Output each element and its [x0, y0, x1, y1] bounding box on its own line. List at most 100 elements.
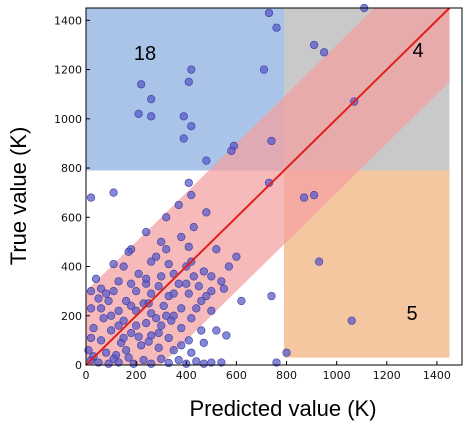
- data-point-41: [147, 257, 156, 266]
- data-point-80: [99, 314, 108, 323]
- data-point-45: [134, 269, 143, 279]
- data-point-8: [259, 65, 269, 74]
- data-point-26: [299, 193, 309, 202]
- data-point-129: [207, 306, 216, 315]
- data-point-51: [114, 277, 123, 286]
- data-point-25: [310, 191, 319, 200]
- data-point-12: [179, 112, 188, 121]
- data-point-75: [114, 306, 123, 315]
- data-point-5: [187, 65, 196, 74]
- data-point-134: [101, 289, 111, 298]
- data-point-139: [127, 301, 136, 311]
- data-point-87: [347, 316, 356, 325]
- data-point-144: [106, 311, 116, 320]
- plot-frame: [85, 7, 463, 366]
- x-tick-label-5: 1000: [323, 369, 351, 382]
- data-points: [84, 3, 369, 368]
- data-point-21: [184, 178, 193, 187]
- data-point-13: [187, 122, 196, 131]
- data-point-100: [169, 346, 178, 355]
- data-point-143: [177, 341, 186, 350]
- identity-line: [85, 7, 451, 366]
- plot-border: [85, 7, 463, 366]
- data-point-56: [194, 282, 203, 291]
- data-point-125: [122, 346, 131, 355]
- data-point-44: [199, 267, 208, 276]
- data-point-109: [174, 355, 183, 365]
- data-point-14: [179, 134, 188, 143]
- data-point-146: [182, 279, 191, 288]
- data-point-31: [189, 223, 198, 232]
- data-point-141: [114, 321, 123, 330]
- data-point-32: [177, 232, 186, 242]
- data-point-124: [109, 354, 118, 363]
- data-point-81: [119, 316, 128, 325]
- data-point-23: [109, 188, 118, 197]
- data-point-153: [86, 287, 96, 296]
- data-point-39: [152, 252, 161, 261]
- data-point-27: [174, 200, 183, 210]
- data-point-66: [104, 296, 113, 306]
- data-point-119: [164, 358, 173, 368]
- data-point-147: [207, 287, 216, 296]
- data-point-48: [189, 272, 198, 281]
- data-point-58: [96, 284, 106, 293]
- data-point-64: [202, 291, 211, 301]
- x-tick-label-4: 800: [276, 369, 297, 382]
- data-point-9: [147, 94, 156, 104]
- data-point-83: [157, 321, 166, 330]
- lower-right-count: 5: [406, 303, 417, 325]
- data-point-92: [164, 333, 173, 343]
- upper-left-count: 18: [134, 43, 156, 65]
- data-point-57: [219, 284, 228, 293]
- data-point-74: [86, 304, 96, 313]
- data-point-128: [162, 311, 171, 320]
- data-point-60: [132, 287, 141, 296]
- data-point-133: [119, 262, 128, 271]
- x-tick-label-1: 200: [126, 369, 147, 382]
- y-tick-label-2: 400: [61, 261, 82, 274]
- data-point-16: [267, 136, 276, 146]
- x-tick-label-2: 400: [176, 369, 197, 382]
- data-point-121: [199, 359, 208, 368]
- data-point-61: [147, 289, 156, 298]
- data-point-103: [84, 346, 93, 355]
- data-point-99: [154, 343, 163, 352]
- data-point-67: [122, 296, 131, 306]
- data-point-24: [187, 191, 196, 200]
- axis-ticks: 0 200 400 600 800 1000 1200 1400 0 200 400 600 800 10…: [54, 14, 451, 382]
- data-point-28: [202, 208, 211, 217]
- data-point-148: [152, 314, 161, 323]
- data-point-73: [267, 291, 276, 301]
- data-point-127: [132, 321, 141, 330]
- data-point-72: [237, 296, 246, 306]
- data-point-132: [212, 245, 221, 254]
- x-axis-label: Predicted value (K): [189, 396, 376, 421]
- data-point-138: [142, 274, 151, 283]
- data-point-101: [187, 348, 196, 357]
- data-point-117: [129, 359, 138, 368]
- data-point-65: [94, 294, 103, 303]
- y-tick-label-5: 1000: [54, 113, 82, 126]
- data-point-42: [164, 259, 173, 269]
- data-point-135: [167, 316, 176, 325]
- data-point-98: [137, 341, 146, 350]
- data-point-131: [217, 277, 226, 286]
- data-point-115: [104, 359, 113, 368]
- data-point-6: [137, 80, 146, 89]
- data-point-30: [142, 227, 151, 237]
- y-tick-label-7: 1400: [54, 14, 82, 27]
- data-point-149: [169, 289, 178, 298]
- data-point-3: [310, 40, 319, 50]
- data-point-140: [154, 328, 163, 338]
- data-point-142: [96, 304, 106, 313]
- data-point-112: [272, 358, 281, 367]
- data-point-79: [187, 314, 196, 323]
- data-point-137: [197, 296, 206, 306]
- data-point-107: [139, 355, 148, 365]
- upper-right-count: 4: [412, 40, 423, 62]
- data-point-152: [222, 331, 231, 340]
- data-point-10: [147, 112, 156, 121]
- x-tick-label-6: 1200: [373, 369, 401, 382]
